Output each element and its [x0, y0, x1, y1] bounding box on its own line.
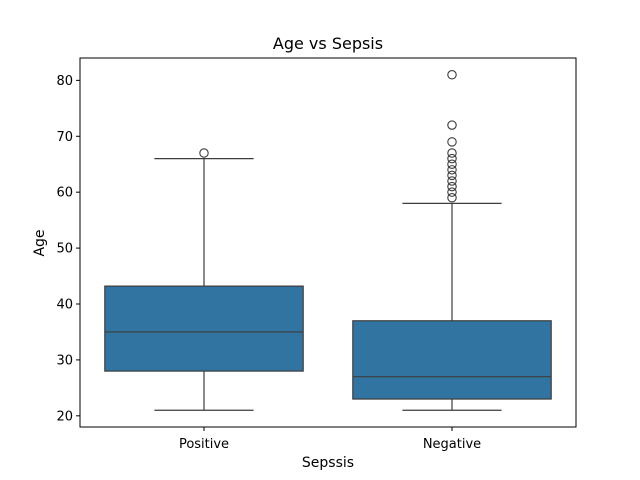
plot-frame — [79, 57, 577, 428]
box-group-negative — [352, 70, 552, 411]
outlier-point — [447, 193, 457, 203]
outlier-point — [447, 70, 457, 80]
outlier-point — [447, 120, 457, 130]
outlier-point — [447, 148, 457, 158]
y-tick-label: 50 — [56, 242, 73, 257]
y-tick-label: 40 — [56, 298, 73, 313]
y-tick-label: 60 — [56, 186, 73, 201]
x-axis: Positive Negative — [179, 427, 481, 452]
y-tick-label: 70 — [56, 130, 73, 145]
boxes-layer — [104, 70, 552, 411]
x-axis-title: Sepssis — [302, 455, 354, 471]
y-tick-label: 20 — [56, 409, 73, 424]
box-iqr — [104, 285, 304, 372]
y-tick-label: 30 — [56, 353, 73, 368]
outlier-point — [447, 187, 457, 197]
y-axis-title: Age — [32, 229, 48, 256]
chart-title: Age vs Sepsis — [273, 34, 383, 53]
outlier-point — [199, 148, 209, 158]
outlier-point — [447, 165, 457, 175]
outlier-point — [447, 159, 457, 169]
y-axis: 20 30 40 50 60 70 80 — [56, 74, 80, 424]
x-tick-label: Positive — [179, 437, 229, 452]
outlier-point — [447, 181, 457, 192]
box-group-positive — [104, 148, 304, 411]
outlier-point — [447, 176, 457, 186]
y-tick-label: 80 — [56, 74, 73, 89]
outlier-point — [447, 153, 457, 164]
box-iqr — [352, 320, 552, 400]
x-tick-label: Negative — [423, 437, 481, 452]
outlier-point — [447, 170, 457, 181]
outlier-point — [447, 137, 457, 147]
